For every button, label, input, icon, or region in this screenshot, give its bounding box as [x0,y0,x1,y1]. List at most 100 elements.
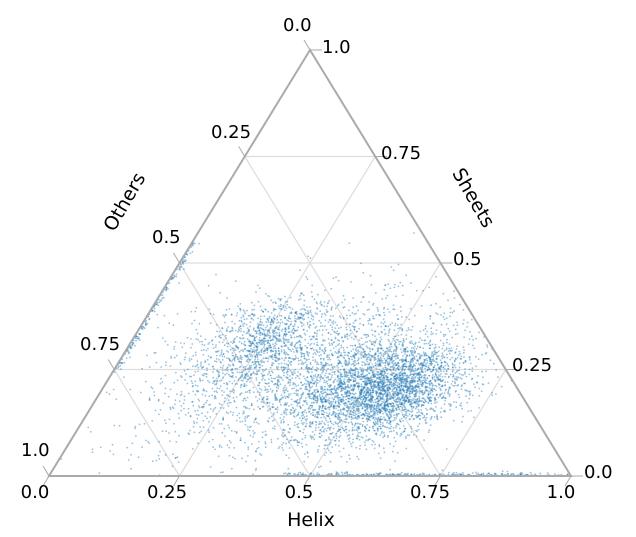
data-point [177,412,180,415]
data-point [305,422,308,425]
data-point [173,422,175,425]
data-point [420,304,423,307]
data-point [261,431,264,434]
data-point [394,375,397,377]
data-point [358,447,361,450]
data-point [204,415,207,417]
data-point [434,379,437,382]
data-point [404,358,407,361]
data-point [371,329,373,332]
data-point [374,364,377,367]
data-point [400,378,403,380]
data-point [401,294,404,297]
data-point [348,376,350,379]
data-point [316,377,318,379]
data-point [331,371,334,373]
data-point [227,424,230,427]
data-point [348,394,350,397]
data-point [363,386,365,389]
data-point [164,419,166,422]
data-point [382,412,384,415]
data-point [354,335,357,338]
data-point [370,410,372,413]
data-point [360,414,363,417]
data-point [465,395,467,398]
data-point [276,399,278,401]
data-point [370,405,373,408]
data-point [303,416,306,418]
data-point [324,408,327,410]
data-point [395,349,398,351]
data-point [339,397,342,399]
data-point [458,350,461,353]
data-point [396,384,399,387]
data-point [423,364,426,367]
data-point [353,313,356,316]
data-point [421,457,424,460]
data-point [314,420,317,423]
data-point [369,404,371,406]
data-point [393,343,396,346]
data-point [342,427,344,430]
data-point [159,450,161,453]
data-point [307,255,310,258]
data-point [405,356,407,359]
data-point [413,345,416,348]
data-point [345,364,348,367]
data-point [240,316,243,319]
data-point [405,412,408,415]
data-point [366,424,368,426]
data-point [444,389,447,392]
data-point [379,384,381,387]
data-point [220,446,223,449]
data-point [340,344,343,347]
data-point [336,386,339,389]
data-point [421,404,423,406]
data-point [409,362,411,365]
data-point [165,364,167,367]
data-point [400,333,403,336]
data-point [141,367,144,370]
data-point [282,336,285,338]
others-grid-line [244,156,442,477]
data-point [252,433,255,435]
data-point [433,349,436,352]
data-point [391,389,394,391]
data-point [127,459,130,461]
data-point [331,446,333,448]
data-point [357,388,360,391]
data-point [439,367,441,370]
data-point [409,393,411,395]
data-point [214,395,216,398]
data-point [429,393,432,395]
data-point [290,403,293,406]
data-point [460,355,463,358]
data-point [374,418,376,421]
data-point [325,419,328,422]
data-point [361,353,363,355]
data-point [323,352,326,355]
data-point [430,304,432,307]
data-point [370,377,373,380]
data-point [416,369,419,372]
data-point [327,406,329,409]
data-point [380,330,383,333]
data-point [395,377,398,379]
data-point [323,379,326,382]
data-point [301,384,304,387]
data-point [459,357,462,360]
data-point [175,441,178,443]
data-point [191,382,194,384]
data-point [430,402,433,405]
data-point [365,388,367,391]
data-point [373,379,376,382]
data-point [387,350,389,353]
data-point [348,398,351,400]
data-point [378,395,380,398]
data-point [358,438,361,441]
data-point [340,400,343,403]
data-point [181,346,184,348]
data-point [286,370,289,373]
data-point [330,422,333,425]
data-point [384,371,386,374]
